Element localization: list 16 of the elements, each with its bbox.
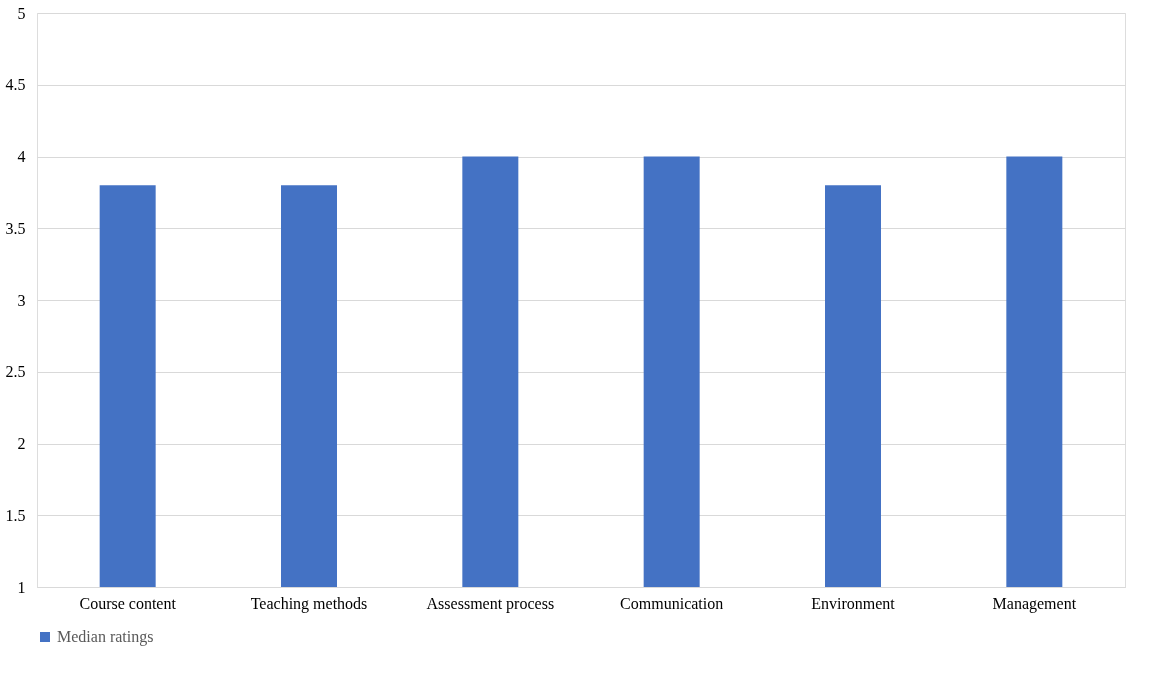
y-tick-label: 1.5	[5, 506, 26, 524]
y-tick-label: 2	[17, 435, 26, 452]
x-tick-label: Assessment process	[426, 594, 555, 613]
x-tick-label: Management	[992, 594, 1077, 613]
y-tick-label: 4	[17, 148, 26, 165]
x-tick-label: Course content	[79, 594, 177, 612]
y-tick-label: 3	[17, 291, 26, 309]
y-tick-label: 1	[17, 578, 26, 596]
x-tick-label: Environment	[811, 594, 896, 612]
y-tick-label: 5	[17, 4, 26, 22]
y-tick-label: 4.5	[5, 76, 26, 94]
x-tick-label: Communication	[620, 594, 724, 612]
y-tick-label: 3.5	[5, 219, 26, 237]
legend-label: Median ratings	[57, 628, 154, 646]
y-tick-label: 2.5	[5, 363, 26, 381]
x-tick-label: Teaching methods	[250, 594, 368, 613]
